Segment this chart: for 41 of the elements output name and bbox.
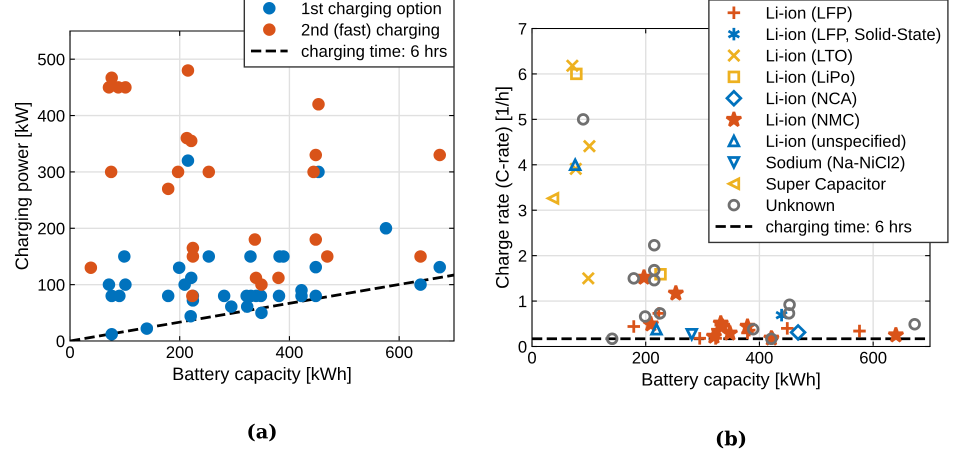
legend-label: 1st charging option [302,2,441,18]
legend-label: Unknown [766,198,834,212]
y-tick-label: 3 [518,204,526,216]
x-tick-label: 200 [632,352,659,364]
x-axis-title: Battery capacity [kWh] [174,366,351,384]
y-tick-label: 1 [519,296,526,308]
x-tick-label: 200 [166,346,193,358]
y-tick-label: 500 [38,54,64,66]
x-tick-label: 0 [528,352,536,364]
y-tick-label: 100 [38,279,64,291]
legend-label: Super Capacitor [766,178,886,194]
legend-label: Sodium (Na-NiCl2) [766,156,904,172]
y-tick-label: 4 [518,159,527,171]
text: (b) [716,430,746,448]
y-tick-label: 6 [518,68,526,80]
y-tick-label: 400 [38,110,64,122]
y-tick-label: 2 [518,250,526,262]
legend-label: Li-ion (unspecified) [766,134,906,150]
legend-label: charging time: 6 hrs [766,220,912,236]
y-tick-label: 7 [518,23,526,35]
y-tick-label: 200 [38,222,64,234]
y-axis-title: Charge rate (C-rate) [1/h] [495,87,512,288]
y-tick-label: 0 [56,335,64,348]
legend-label: Li-ion (LFP) [766,6,852,22]
y-tick-label: 5 [518,114,526,126]
legend-label: Li-ion (NCA) [766,92,856,108]
legend-label: 2nd (fast) charging [302,23,439,39]
y-tick-label: 300 [38,166,64,178]
text: (a) [248,424,276,442]
legend-label: Li-ion (NMC) [766,113,859,129]
legend-label: charging time: 6 hrs [302,44,447,60]
legend-label: Li-ion (LiPo) [766,70,854,86]
x-tick-label: 0 [66,346,74,358]
x-tick-label: 600 [860,352,886,364]
legend-label: Li-ion (LTO) [766,49,852,65]
x-tick-label: 400 [746,352,773,364]
x-tick-label: 400 [276,346,303,358]
x-tick-label: 600 [386,346,412,358]
x-axis-title: Battery capacity [kWh] [642,372,820,390]
y-axis-title: Charging power [kW] [14,102,32,270]
legend-label: Li-ion (LFP, Solid-State) [766,28,940,44]
